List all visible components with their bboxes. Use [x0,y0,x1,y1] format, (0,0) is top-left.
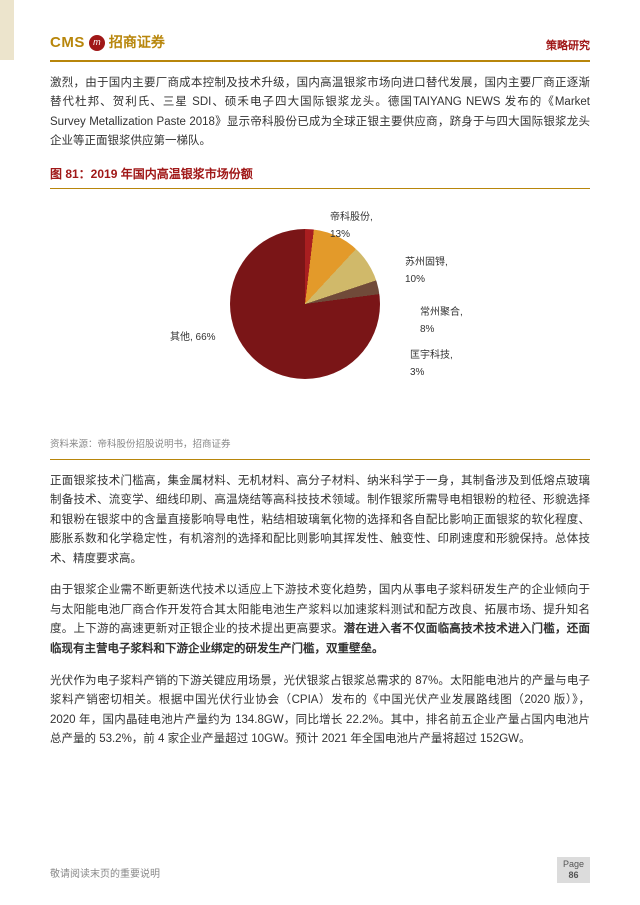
paragraph-1: 激烈，由于国内主要厂商成本控制及技术升级，国内高温银浆市场向进口替代发展，国内主… [50,74,590,152]
paragraph-2: 正面银浆技术门槛高，集金属材料、无机材料、高分子材料、纳米科学于一身，其制备涉及… [50,472,590,570]
chart-title: 图 81：2019 年国内高温银浆市场份额 [50,164,590,189]
pie-label: 帝科股份, 13% [330,209,373,243]
paragraph-4: 光伏作为电子浆料产销的下游关键应用场景，光伏银浆占银浆总需求的 87%。太阳能电… [50,672,590,750]
side-strip [0,0,14,60]
logo-cn: 招商证券 [109,31,165,55]
chart-caption-rule: 资料来源：帝科股份招股说明书，招商证券 [50,435,590,460]
page-number: 86 [563,870,584,881]
chart-caption: 资料来源：帝科股份招股说明书，招商证券 [50,439,231,450]
paragraph-3: 由于银浆企业需不断更新迭代技术以适应上下游技术变化趋势，国内从事电子浆料研发生产… [50,581,590,659]
pie-graphic [230,229,380,379]
pie-label: 常州聚合, 8% [420,304,463,338]
pie-label: 苏州固锝, 10% [405,254,448,288]
page-header: CMS m 招商证券 策略研究 [50,30,590,62]
page-number-box: Page 86 [557,857,590,883]
pie-label: 其他, 66% [170,329,216,346]
header-category: 策略研究 [546,37,590,56]
logo-letters: CMS [50,30,85,56]
pie-label: 匡宇科技, 3% [410,347,453,381]
page-footer: 敬请阅读末页的重要说明 Page 86 [50,857,590,883]
logo-circle-icon: m [89,35,105,51]
footer-note: 敬请阅读末页的重要说明 [50,866,160,883]
logo: CMS m 招商证券 [50,30,165,56]
pie-chart: 其他, 66% 帝科股份, 13% 苏州固锝, 10% 常州聚合, 8% 匡宇科技, 3… [50,199,590,429]
page-label: Page [563,859,584,870]
